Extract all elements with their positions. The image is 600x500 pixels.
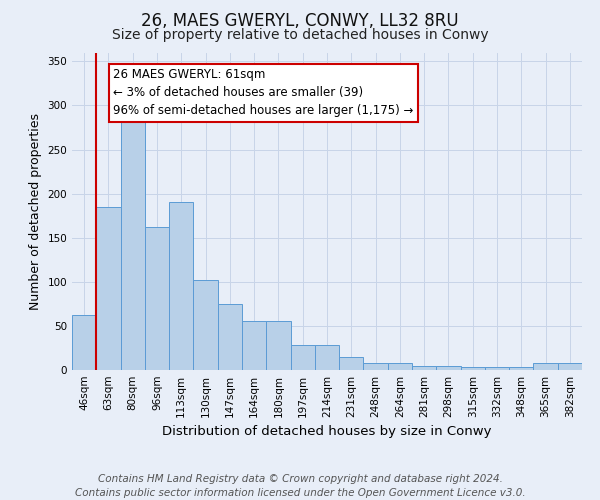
Bar	[364, 363, 388, 370]
Bar	[290, 346, 315, 370]
Bar	[315, 346, 339, 370]
Bar	[242, 322, 266, 370]
Bar	[266, 322, 290, 370]
X-axis label: Distribution of detached houses by size in Conwy: Distribution of detached houses by size …	[162, 426, 492, 438]
Bar	[509, 368, 533, 370]
Bar	[218, 304, 242, 370]
Text: Size of property relative to detached houses in Conwy: Size of property relative to detached ho…	[112, 28, 488, 42]
Text: 26, MAES GWERYL, CONWY, LL32 8RU: 26, MAES GWERYL, CONWY, LL32 8RU	[141, 12, 459, 30]
Bar	[169, 202, 193, 370]
Bar	[193, 280, 218, 370]
Bar	[461, 368, 485, 370]
Text: Contains HM Land Registry data © Crown copyright and database right 2024.
Contai: Contains HM Land Registry data © Crown c…	[74, 474, 526, 498]
Bar	[533, 363, 558, 370]
Bar	[145, 227, 169, 370]
Bar	[388, 363, 412, 370]
Y-axis label: Number of detached properties: Number of detached properties	[29, 113, 42, 310]
Bar	[412, 366, 436, 370]
Bar	[558, 363, 582, 370]
Bar	[436, 366, 461, 370]
Bar	[121, 110, 145, 370]
Bar	[72, 316, 96, 370]
Bar	[96, 207, 121, 370]
Bar	[339, 357, 364, 370]
Bar	[485, 368, 509, 370]
Text: 26 MAES GWERYL: 61sqm
← 3% of detached houses are smaller (39)
96% of semi-detac: 26 MAES GWERYL: 61sqm ← 3% of detached h…	[113, 68, 413, 117]
